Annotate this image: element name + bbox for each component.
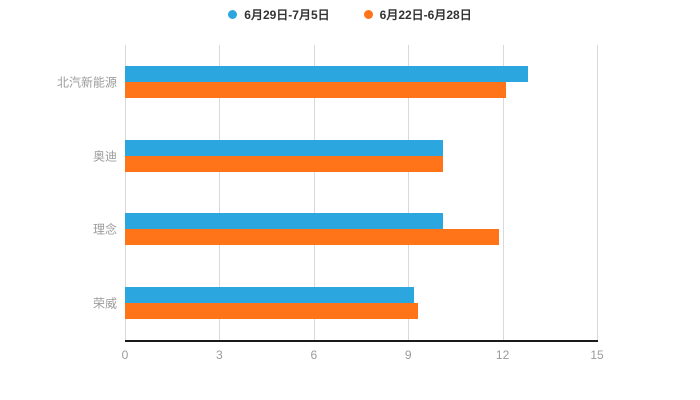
bar-6月22日-6月28日-理念[interactable] [125, 229, 500, 246]
x-tick-label: 12 [495, 348, 510, 362]
x-axis-line [125, 340, 598, 342]
bar-6月29日-7月5日-北汽新能源[interactable] [125, 65, 528, 82]
bar-6月29日-7月5日-奥迪[interactable] [125, 139, 443, 156]
x-tick-label: 15 [590, 348, 604, 362]
legend-label: 6月29日-7月5日 [244, 8, 330, 22]
legend-dot-icon [228, 10, 238, 19]
gridline [219, 45, 221, 340]
legend-label: 6月22日-6月28日 [379, 8, 472, 22]
bar-6月22日-6月28日-荣威[interactable] [125, 303, 418, 320]
y-category-label: 北汽新能源 [56, 75, 117, 90]
legend-item[interactable]: 6月29日-7月5日 [228, 6, 330, 23]
gridline [597, 45, 598, 340]
bar-6月22日-6月28日-奥迪[interactable] [125, 155, 443, 172]
plot-area [125, 45, 598, 340]
legend-dot-icon [363, 10, 373, 19]
gridline [408, 45, 410, 340]
x-tick-label: 3 [216, 348, 223, 362]
gridline [502, 45, 504, 340]
y-category-label: 荣威 [92, 296, 117, 311]
chart-legend: 6月29日-7月5日 6月22日-6月28日 [0, 6, 700, 23]
y-category-label: 奥迪 [92, 149, 117, 164]
y-category-label: 理念 [92, 222, 117, 237]
x-tick-label: 9 [404, 348, 412, 362]
gridline [125, 45, 126, 340]
bar-6月29日-7月5日-理念[interactable] [125, 213, 443, 230]
x-tick-label: 0 [121, 348, 129, 362]
legend-item[interactable]: 6月22日-6月28日 [363, 6, 472, 23]
gridline [313, 45, 315, 340]
bar-6月22日-6月28日-北汽新能源[interactable] [125, 81, 506, 98]
bar-6月29日-7月5日-荣威[interactable] [125, 287, 415, 304]
x-tick-label: 6 [310, 348, 318, 362]
